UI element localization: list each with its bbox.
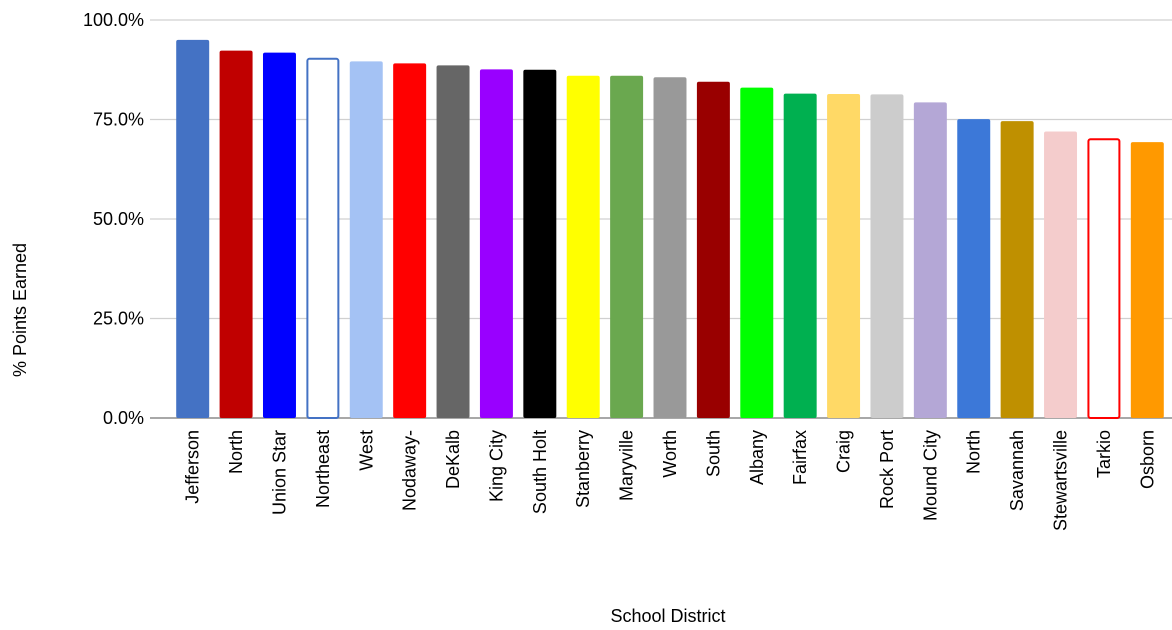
bar: [696, 81, 730, 418]
y-axis-title: % Points Earned: [10, 243, 30, 377]
y-tick-label: 100.0%: [83, 10, 144, 30]
x-tick-label: Northeast: [313, 430, 333, 508]
bar: [740, 87, 774, 418]
y-tick-label: 25.0%: [93, 309, 144, 329]
bar: [566, 75, 600, 418]
x-tick-label: North: [226, 430, 246, 474]
x-tick-label: Mound City: [920, 430, 940, 521]
x-tick-label: Maryville: [617, 430, 637, 501]
x-tick-label: Tarkio: [1094, 430, 1114, 478]
bar: [1087, 138, 1121, 419]
x-tick-label: Savannah: [1007, 430, 1027, 511]
bar: [393, 63, 427, 419]
x-tick-label: Osborn: [1137, 430, 1157, 489]
bar: [306, 57, 340, 420]
bar: [610, 75, 644, 418]
x-tick-label: West: [356, 430, 376, 471]
bar: [523, 69, 557, 418]
y-tick-label: 0.0%: [103, 408, 144, 428]
y-tick-labels: 0.0% 25.0% 50.0% 75.0% 100.0%: [83, 10, 144, 428]
bar: [349, 61, 383, 418]
x-tick-label: Stanberry: [573, 430, 593, 508]
x-tick-label: Stewartsville: [1051, 430, 1071, 531]
x-tick-label: Albany: [747, 430, 767, 485]
bars: [176, 39, 1164, 420]
x-tick-label: King City: [486, 430, 506, 502]
bar: [1130, 142, 1164, 418]
x-tick-label: DeKalb: [443, 430, 463, 489]
bar: [436, 65, 470, 418]
bar: [783, 93, 817, 418]
x-tick-labels: Jefferson North Union Star Northeast West Nod…: [183, 430, 1158, 531]
x-tick-label: Worth: [660, 430, 680, 478]
bar: [479, 69, 513, 419]
bar: [653, 77, 687, 418]
bar: [957, 119, 991, 419]
bar: [1000, 121, 1034, 418]
y-tick-label: 75.0%: [93, 110, 144, 130]
x-axis-title: School District: [610, 606, 725, 626]
x-tick-label: South Holt: [530, 430, 550, 514]
x-tick-label: Jefferson: [183, 430, 203, 504]
bar: [219, 50, 253, 419]
bar: [913, 102, 947, 419]
x-tick-label: Fairfax: [790, 430, 810, 485]
bar: [827, 94, 861, 418]
x-tick-label: Craig: [834, 430, 854, 473]
bar: [1044, 131, 1078, 418]
bar: [262, 52, 296, 419]
bar: [870, 94, 904, 419]
x-tick-label: Nodaway-: [400, 430, 420, 511]
x-tick-label: Union Star: [269, 430, 289, 515]
x-tick-label: South: [703, 430, 723, 477]
y-tick-label: 50.0%: [93, 209, 144, 229]
bar: [176, 39, 210, 419]
x-tick-label: Rock Port: [877, 430, 897, 509]
x-tick-label: North: [964, 430, 984, 474]
